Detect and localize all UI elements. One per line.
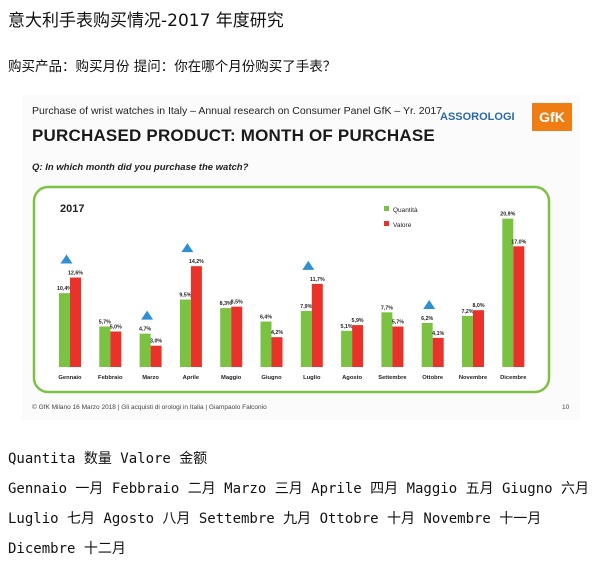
data-label-valore-ottobre: 4,1% [432,331,444,337]
bar-quantita-aprile [179,299,191,367]
translation-line-2: Gennaio 一月 Febbraio 二月 Marzo 三月 Aprile 四… [8,481,590,497]
translation-line-1: Quantita 数量 Valore 金额 [8,451,208,467]
bar-valore-gennaio [70,277,81,367]
page-title: 意大利手表购买情况-2017 年度研究 [8,11,284,31]
data-label-valore-luglio: 11,7% [310,277,325,283]
highlight-triangle-icon [181,243,194,253]
chart-frame [32,185,551,394]
bar-valore-dicembre [513,246,525,367]
bar-valore-agosto [352,325,364,367]
highlight-triangle-icon [141,310,154,320]
highlight-triangle-icon [302,260,315,270]
bar-quantita-marzo [139,333,151,367]
bar-valore-giugno [271,337,283,367]
bar-valore-settembre [392,326,404,367]
slide-footer: © GfK Milano 16 Marzo 2018 | Gli acquist… [32,404,267,411]
bar-quantita-novembre [462,315,473,367]
bar-quantita-giugno [260,321,272,367]
category-label-giugno: Giugno [261,375,282,381]
bar-quantita-ottobre [421,322,433,367]
category-label-dicembre: Dicembre [500,375,527,381]
slide-page-number: 10 [562,404,570,411]
data-label-quantita-maggio: 8,3% [220,301,232,307]
data-label-quantita-giugno: 6,4% [260,315,272,321]
bar-quantita-gennaio [59,293,70,367]
data-label-quantita-febbraio: 5,7% [99,320,111,326]
data-label-quantita-ottobre: 6,2% [421,316,433,322]
slide-question: Q: In which month did you purchase the w… [32,162,249,173]
bar-quantita-luglio [300,310,312,367]
category-label-luglio: Luglio [303,375,321,381]
chart-slide: Purchase of wrist watches in Italy – Ann… [22,95,580,420]
category-label-novembre: Novembre [459,375,488,381]
data-label-valore-febbraio: 5,0% [110,325,122,331]
bar-chart: 2017 QuantitàValore10,4%12,6%Gennaio5,7%5… [32,185,551,394]
assorologi-logo: ASSOROLOGI [440,111,515,123]
category-label-febbraio: Febbraio [98,375,123,381]
data-label-valore-dicembre: 17,0% [511,239,526,245]
category-label-gennaio: Gennaio [58,375,82,381]
highlight-triangle-icon [60,254,73,264]
bar-valore-febbraio [110,331,122,367]
bar-quantita-settembre [381,312,393,367]
data-label-valore-agosto: 5,9% [352,318,364,324]
legend-label-quantita: Quantità [393,207,418,214]
data-label-quantita-marzo: 4,7% [139,327,151,333]
translation-notes: Quantita 数量 Valore 金额 Gennaio 一月 Febbrai… [8,444,598,564]
bar-valore-novembre [473,310,484,367]
data-label-quantita-novembre: 7,2% [461,309,473,315]
highlight-triangle-icon [423,299,436,309]
category-label-settembre: Settembre [378,375,407,381]
bar-quantita-febbraio [99,326,111,367]
data-label-quantita-luglio: 7,9% [300,304,312,310]
translation-line-3: Luglio 七月 Agosto 八月 Settembre 九月 Ottobre… [8,511,542,527]
bar-valore-maggio [231,306,243,367]
bar-valore-ottobre [432,337,444,367]
legend-swatch-quantita [384,206,389,211]
category-label-maggio: Maggio [221,375,242,381]
data-label-quantita-aprile: 9,5% [179,293,191,299]
category-label-aprile: Aprile [183,375,200,381]
data-label-quantita-agosto: 5,1% [341,324,353,330]
data-label-valore-aprile: 14,2% [189,259,204,265]
bar-valore-marzo [150,345,162,367]
data-label-quantita-settembre: 7,7% [381,305,393,311]
bar-valore-luglio [311,283,323,367]
translation-line-4: Dicembre 十二月 [8,541,126,557]
data-label-valore-maggio: 8,5% [231,300,243,306]
category-label-agosto: Agosto [342,375,362,381]
gfk-logo: GfK [532,103,572,131]
category-label-ottobre: Ottobre [422,375,444,381]
bar-quantita-agosto [341,330,353,367]
bar-valore-aprile [190,266,202,367]
question-chinese: 购买产品：购买月份 提问：你在哪个月份购买了手表？ [8,59,337,75]
legend-swatch-valore [384,221,389,226]
slide-subtitle: Purchase of wrist watches in Italy – Ann… [32,105,443,117]
data-label-valore-gennaio: 12,6% [68,271,83,277]
category-label-marzo: Marzo [142,375,159,381]
data-label-valore-settembre: 5,7% [392,320,404,326]
bar-quantita-dicembre [502,218,514,367]
chart-year-label: 2017 [60,203,84,215]
data-label-valore-novembre: 8,0% [472,303,484,309]
data-label-valore-marzo: 3,0% [150,339,162,345]
data-label-quantita-dicembre: 20,9% [500,212,515,218]
bar-quantita-maggio [220,308,232,367]
slide-title: PURCHASED PRODUCT: MONTH OF PURCHASE [32,126,435,145]
data-label-quantita-gennaio: 10,4% [57,286,72,292]
legend-label-valore: Valore [393,222,412,229]
data-label-valore-giugno: 4,2% [271,330,283,336]
